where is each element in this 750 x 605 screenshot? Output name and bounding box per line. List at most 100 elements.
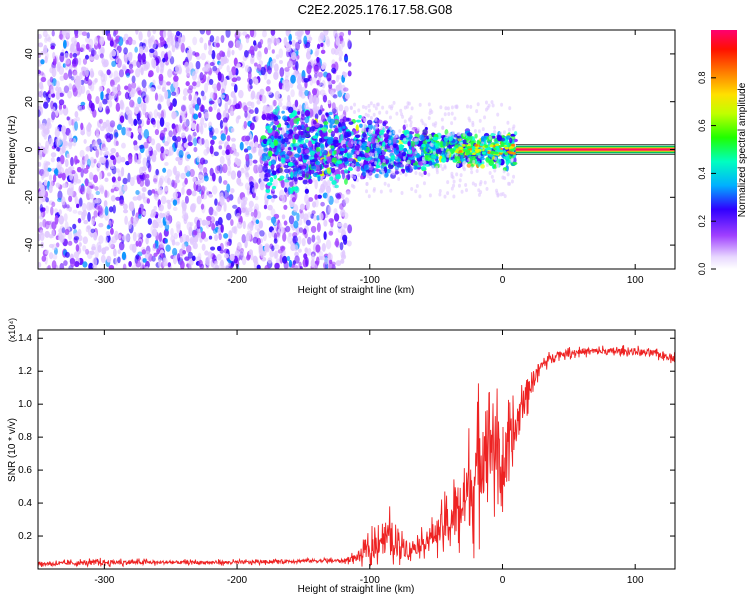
heatmap-cell [414,150,418,155]
heatmap-cell [131,243,137,254]
heatmap-cell [105,159,109,169]
heatmap-cell [366,113,370,118]
heatmap-cell [273,244,280,250]
heatmap-cell [223,248,229,254]
heatmap-cell [420,173,424,178]
heatmap-cell [281,110,285,114]
heatmap-cell [142,59,147,65]
heatmap-cell [93,210,98,218]
heatmap-cell [69,47,74,53]
heatmap-cell [140,91,147,99]
heatmap-cell [305,219,311,226]
heatmap-cell [169,56,175,65]
heatmap-cell [347,70,352,77]
heatmap-plot-area [38,30,675,269]
heatmap-cell [81,202,87,212]
heatmap-cell [458,178,462,183]
heatmap-cell [292,204,299,213]
heatmap-cell [504,146,509,150]
heatmap-cell [124,54,128,64]
heatmap-cell [192,51,196,56]
heatmap-cell [63,260,68,266]
heatmap-cell [274,90,280,101]
heatmap-cell [170,227,174,237]
heatmap-cell [148,135,153,143]
heatmap-cell [308,178,313,184]
heatmap-cell [443,112,447,117]
heatmap-cell [318,138,323,143]
heatmap-cell [317,194,322,199]
heatmap-cell [154,194,159,201]
heatmap-cell [204,111,210,119]
heatmap-cell [512,161,518,165]
heatmap-cell [104,189,108,198]
heatmap-cell [268,150,273,157]
heatmap-cell [281,226,285,234]
heatmap-cell [75,244,80,252]
heatmap-cell [88,38,94,49]
heatmap-cell [316,235,321,241]
heatmap-cell [141,45,146,54]
heatmap-cell [288,60,293,68]
heatmap-cell [375,164,381,169]
heatmap-cell [428,193,432,198]
heatmap-cell [284,187,288,193]
heatmap-cell [243,120,248,129]
heatmap-cell [318,212,324,221]
heatmap-cell [375,125,379,130]
heatmap-cell [41,197,46,203]
heatmap-cell [273,238,278,244]
heatmap-cell [310,225,317,234]
heatmap-cell [83,155,89,165]
heatmap-cell [343,87,349,92]
heatmap-cell [451,131,455,136]
heatmap-cell [46,122,52,130]
heatmap-cell [308,36,313,41]
heatmap-cell [354,144,361,151]
heatmap-cell [234,151,240,157]
heatmap-cell [116,58,122,69]
heatmap-cell [335,237,339,248]
heatmap-cell [500,102,504,107]
heatmap-cell [372,187,376,192]
heatmap-cell [88,100,93,109]
heatmap-cell [314,194,319,200]
heatmap-cell [421,159,425,164]
heatmap-cell [328,262,334,269]
heatmap-cell [310,169,315,175]
heatmap-cell [381,170,385,175]
heatmap-cell [204,250,209,256]
heatmap-cell [469,166,473,171]
heatmap-cell [263,204,268,210]
heatmap-cell [154,221,159,229]
heatmap-cell [95,96,100,105]
heatmap-cell [188,51,193,61]
heatmap-cell [276,38,280,45]
heatmap-cell [97,160,102,168]
heatmap-cell [331,67,337,74]
heatmap-cell [61,125,67,134]
heatmap-cell [376,147,382,155]
heatmap-cell [74,34,79,39]
heatmap-cell [201,243,206,251]
heatmap-cell [74,195,78,205]
heatmap-cell [341,40,345,48]
heatmap-cell [216,245,222,252]
heatmap-cell [283,260,289,269]
heatmap-cell [510,179,514,184]
heatmap-cell [495,164,499,169]
heatmap-cell [98,222,104,228]
heatmap-cell [388,131,392,136]
heatmap-cell [264,160,269,164]
heatmap-cell [236,63,241,68]
heatmap-cell [493,138,498,143]
heatmap-cell [348,121,354,125]
snr-y-tick-label: 0.2 [18,531,32,542]
heatmap-cell [214,260,219,265]
heatmap-cell [382,159,386,164]
heatmap-cell [315,146,321,152]
heatmap-cell [82,261,88,268]
heatmap-cell [180,172,186,180]
heatmap-cell [394,155,398,160]
heatmap-cell [487,151,492,155]
